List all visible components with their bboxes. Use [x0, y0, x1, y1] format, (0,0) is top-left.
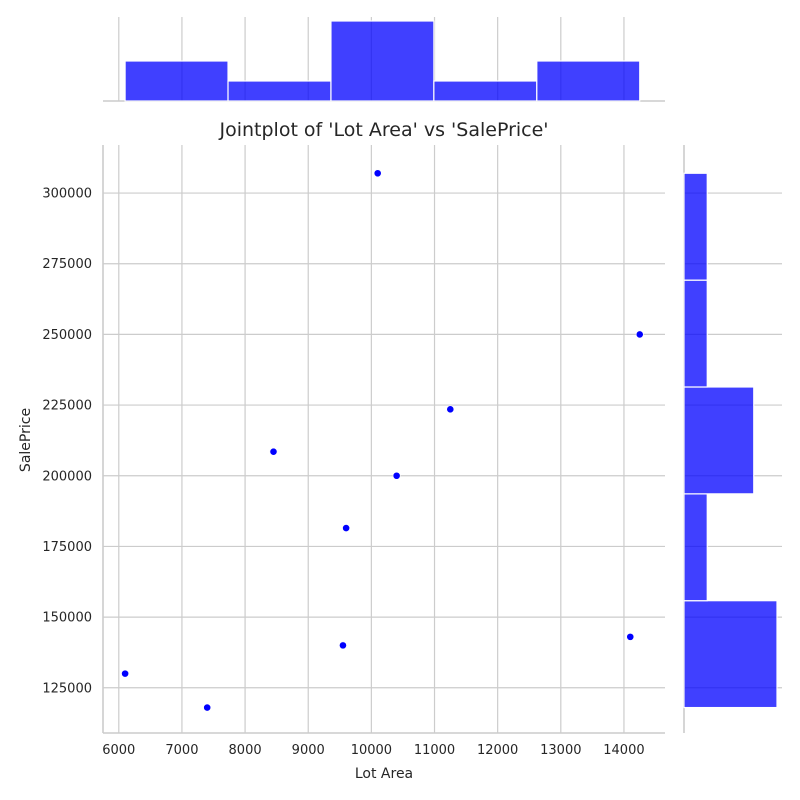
- right-histogram-bar: [683, 386, 755, 495]
- x-tick-labels: 6000 7000 8000 9000 10000 11000 12000 13000 1400…: [102, 743, 644, 758]
- y-tick-label: 200000: [42, 469, 92, 484]
- joint-grid: [103, 145, 665, 733]
- y-axis-label: SalePrice: [18, 408, 34, 472]
- top-histogram-bar: [227, 80, 332, 102]
- y-tick-labels: 125000 150000 175000 200000 225000 250000 2750…: [42, 187, 92, 697]
- x-tick-label: 14000: [603, 743, 644, 758]
- right-histogram-bar: [683, 493, 708, 602]
- scatter-point: [121, 669, 130, 678]
- scatter-point: [339, 641, 347, 650]
- scatter-point: [373, 169, 382, 178]
- x-tick-label: 13000: [540, 743, 581, 758]
- top-marginal-histogram: [124, 20, 641, 102]
- right-histogram-bar: [683, 279, 708, 388]
- scatter-point: [392, 471, 401, 480]
- chart-title: Jointplot of 'Lot Area' vs 'SalePrice': [218, 119, 548, 141]
- y-tick-label: 125000: [42, 681, 92, 696]
- scatter-point: [446, 405, 455, 414]
- y-tick-label: 275000: [42, 257, 92, 272]
- y-tick-label: 300000: [42, 187, 92, 202]
- right-marginal-histogram: [683, 172, 778, 709]
- right-histogram-bar: [683, 172, 708, 281]
- right-histogram-bar: [683, 600, 778, 709]
- x-tick-label: 10000: [351, 743, 392, 758]
- y-tick-label: 175000: [42, 540, 92, 555]
- y-tick-label: 250000: [42, 328, 92, 343]
- joint-spines: [102, 100, 685, 734]
- x-tick-label: 8000: [229, 743, 262, 758]
- y-tick-label: 150000: [42, 611, 92, 626]
- top-histogram-bar: [536, 60, 641, 102]
- scatter-points: [121, 169, 644, 712]
- y-tick-label: 225000: [42, 399, 92, 414]
- top-histogram-bar: [124, 60, 229, 102]
- scatter-point: [269, 447, 278, 456]
- top-histogram-bar: [330, 20, 435, 102]
- x-tick-label: 11000: [414, 743, 455, 758]
- scatter-point: [635, 330, 644, 339]
- scatter-point: [626, 632, 635, 641]
- x-tick-label: 9000: [292, 743, 325, 758]
- x-axis-label: Lot Area: [355, 766, 413, 782]
- x-tick-label: 12000: [477, 743, 518, 758]
- scatter-point: [342, 524, 351, 532]
- x-tick-label: 7000: [165, 743, 198, 758]
- top-histogram-bar: [433, 80, 538, 102]
- scatter-point: [203, 703, 212, 712]
- x-tick-label: 6000: [102, 743, 135, 758]
